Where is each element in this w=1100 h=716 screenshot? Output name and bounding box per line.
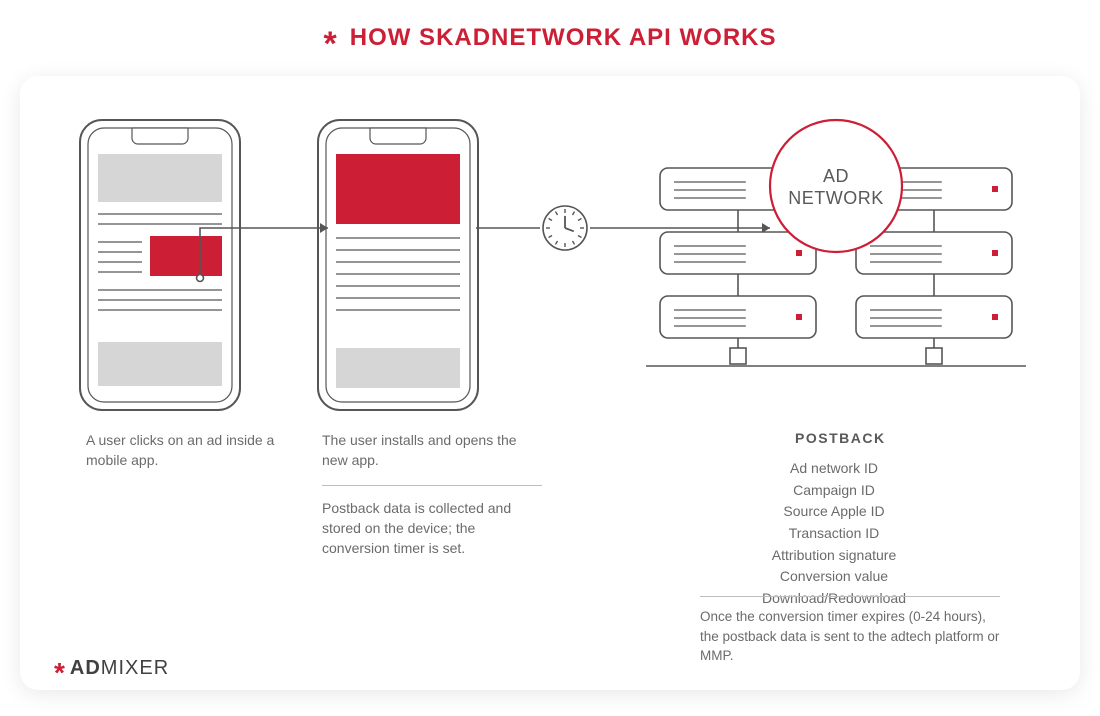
postback-item: Source Apple ID: [734, 501, 934, 523]
postback-item: Conversion value: [734, 566, 934, 588]
brand-bold: AD: [70, 657, 101, 680]
brand-light: MIXER: [101, 657, 169, 680]
postback-footer: Once the conversion timer expires (0-24 …: [700, 596, 1000, 666]
postback-item: Campaign ID: [734, 480, 934, 502]
postback-heading: POSTBACK: [795, 430, 886, 446]
postback-item: Ad network ID: [734, 458, 934, 480]
caption-phone2: The user installs and opens the new app.…: [322, 430, 542, 558]
brand-logo: * ADMIXER: [54, 657, 169, 680]
postback-item: Transaction ID: [734, 523, 934, 545]
postback-list: Ad network IDCampaign IDSource Apple IDT…: [734, 458, 934, 610]
ad-network-label: AD NETWORK: [780, 166, 892, 209]
postback-item: Attribution signature: [734, 545, 934, 567]
caption-phone1: A user clicks on an ad inside a mobile a…: [86, 430, 286, 471]
stage: * HOW SKADNETWORK API WORKS AD NETWORK A…: [0, 0, 1100, 716]
